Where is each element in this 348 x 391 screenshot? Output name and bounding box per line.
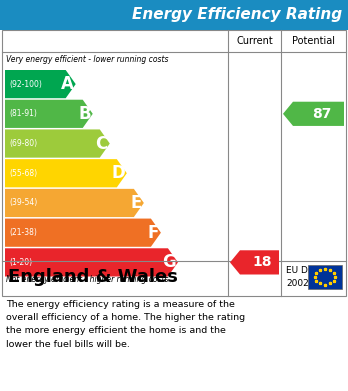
Polygon shape [5, 100, 93, 128]
Text: Potential: Potential [292, 36, 335, 46]
Text: Current: Current [236, 36, 273, 46]
Text: EU Directive
2002/91/EC: EU Directive 2002/91/EC [286, 266, 342, 287]
Polygon shape [5, 248, 178, 276]
Text: (55-68): (55-68) [9, 169, 37, 178]
Polygon shape [5, 219, 161, 247]
Text: Not energy efficient - higher running costs: Not energy efficient - higher running co… [6, 275, 168, 284]
Bar [308, 264, 342, 289]
Text: 87: 87 [312, 107, 331, 121]
Text: Very energy efficient - lower running costs: Very energy efficient - lower running co… [6, 55, 168, 64]
Text: D: D [111, 164, 125, 182]
Text: The energy efficiency rating is a measure of the
overall efficiency of a home. T: The energy efficiency rating is a measur… [6, 300, 245, 349]
Polygon shape [5, 189, 144, 217]
Text: England & Wales: England & Wales [8, 267, 178, 285]
Text: Energy Efficiency Rating: Energy Efficiency Rating [132, 7, 342, 23]
Polygon shape [5, 129, 110, 158]
Text: 18: 18 [253, 255, 272, 269]
Text: E: E [130, 194, 142, 212]
Text: (81-91): (81-91) [9, 109, 37, 118]
Text: G: G [162, 253, 176, 271]
Text: (69-80): (69-80) [9, 139, 37, 148]
Polygon shape [230, 250, 279, 274]
Text: C: C [96, 135, 108, 152]
Text: (21-38): (21-38) [9, 228, 37, 237]
Text: (92-100): (92-100) [9, 80, 42, 89]
Text: B: B [78, 105, 91, 123]
Text: F: F [148, 224, 159, 242]
Text: (1-20): (1-20) [9, 258, 32, 267]
Polygon shape [5, 70, 76, 98]
Polygon shape [5, 159, 127, 187]
Text: A: A [61, 75, 74, 93]
Bar [0, 0, 348, 30]
Polygon shape [283, 102, 344, 126]
Text: (39-54): (39-54) [9, 199, 37, 208]
Bar [2, 30, 346, 296]
